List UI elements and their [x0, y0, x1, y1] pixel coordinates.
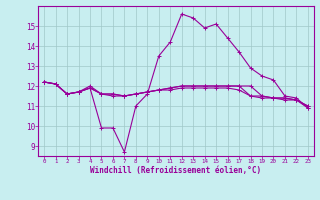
X-axis label: Windchill (Refroidissement éolien,°C): Windchill (Refroidissement éolien,°C) [91, 166, 261, 175]
